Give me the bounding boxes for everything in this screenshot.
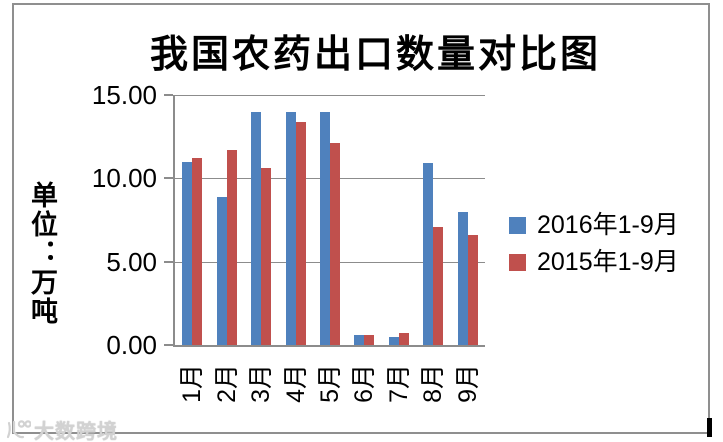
legend-item: 2015年1-9月 xyxy=(509,249,679,276)
bar-2016年1-9月 xyxy=(251,111,262,345)
y-tick-mark xyxy=(164,260,173,263)
bar-2016年1-9月 xyxy=(216,196,227,345)
chart-title: 我国农药出口数量对比图 xyxy=(150,34,602,76)
plot-area xyxy=(173,95,485,347)
legend-label: 2015年1-9月 xyxy=(537,248,679,276)
bar-group xyxy=(451,95,485,345)
x-tick-label: 5月 xyxy=(316,364,344,403)
legend-swatch-icon xyxy=(509,254,526,271)
bar-2015年1-9月 xyxy=(433,226,444,345)
bar-group xyxy=(416,95,450,345)
bar-2015年1-9月 xyxy=(295,121,306,345)
bar-2015年1-9月 xyxy=(329,143,340,345)
bar-2016年1-9月 xyxy=(182,161,193,345)
legend-item: 2016年1-9月 xyxy=(509,212,679,239)
chart-frame xyxy=(12,3,710,434)
x-tick-label: 1月 xyxy=(178,364,207,403)
y-tick-mark xyxy=(164,344,173,346)
bar-group xyxy=(313,95,347,345)
bar-2015年1-9月 xyxy=(398,333,409,345)
bar-group xyxy=(347,95,381,345)
y-tick-label: 5.00 xyxy=(106,246,157,277)
x-tick-label: 9月 xyxy=(453,364,482,403)
bar-group xyxy=(175,95,209,345)
watermark-logo-icon xyxy=(6,419,31,438)
bar-2016年1-9月 xyxy=(423,163,434,345)
cursor-caret xyxy=(707,418,712,437)
bar-group xyxy=(382,95,416,345)
bar-group xyxy=(244,95,278,345)
y-axis-title: 单位：万吨 xyxy=(27,181,57,326)
watermark: 大数跨境 xyxy=(5,415,118,442)
bar-2016年1-9月 xyxy=(354,335,365,345)
bar-2015年1-9月 xyxy=(261,168,272,345)
chart-legend: 2016年1-9月 2015年1-9月 xyxy=(509,212,679,276)
bar-group xyxy=(209,95,243,345)
y-tick-label: 0.00 xyxy=(106,330,157,360)
x-tick-label: 4月 xyxy=(281,364,310,403)
watermark-text: 大数跨境 xyxy=(34,421,118,442)
y-tick-mark xyxy=(164,177,173,180)
y-tick-mark xyxy=(164,94,173,96)
x-tick-label: 3月 xyxy=(247,364,276,403)
bar-2015年1-9月 xyxy=(226,150,237,345)
bar-2016年1-9月 xyxy=(319,111,330,345)
x-tick-label: 8月 xyxy=(419,364,448,403)
bar-2015年1-9月 xyxy=(467,235,478,345)
bar-2016年1-9月 xyxy=(285,111,296,345)
bar-2016年1-9月 xyxy=(457,211,468,345)
legend-label: 2016年1-9月 xyxy=(537,211,679,239)
bar-2015年1-9月 xyxy=(364,335,375,345)
gridline xyxy=(175,95,485,96)
bar-group xyxy=(278,95,312,345)
y-tick-label: 15.00 xyxy=(91,80,157,110)
x-tick-label: 6月 xyxy=(350,364,379,403)
x-tick-label: 7月 xyxy=(384,364,413,403)
bar-2015年1-9月 xyxy=(192,158,203,345)
legend-swatch-icon xyxy=(509,217,526,234)
y-tick-label: 10.00 xyxy=(91,163,157,194)
x-tick-label: 2月 xyxy=(212,364,241,403)
bar-2016年1-9月 xyxy=(388,336,399,345)
